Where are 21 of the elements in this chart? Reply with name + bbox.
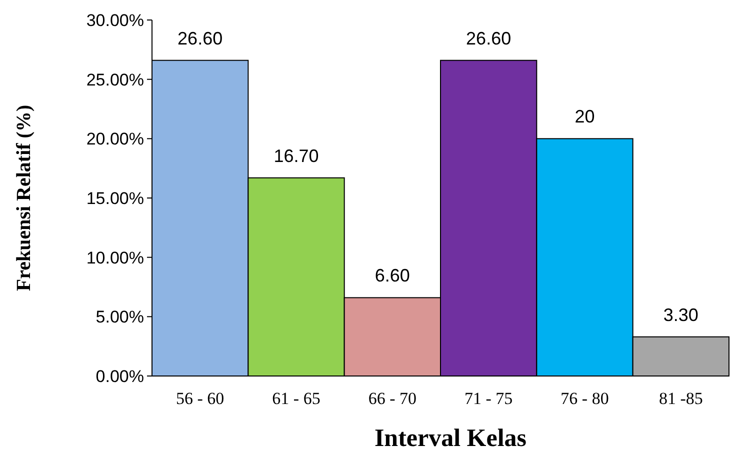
x-tick-label: 81 -85 <box>658 389 703 408</box>
data-label: 26.60 <box>178 28 223 48</box>
y-tick-label: 5.00% <box>96 308 144 327</box>
x-tick-label: 66 - 70 <box>368 389 417 408</box>
y-tick-label: 25.00% <box>86 70 144 90</box>
x-tick-label: 71 - 75 <box>464 389 513 408</box>
x-tick-label: 61 - 65 <box>272 389 320 408</box>
y-axis-title: Frekuensi Relatif (%) <box>13 104 35 292</box>
data-label: 16.70 <box>274 146 319 166</box>
y-tick-label: 30.00% <box>86 10 144 30</box>
y-tick-label: 20.00% <box>86 130 144 149</box>
data-label: 3.30 <box>663 304 698 325</box>
data-label: 26.60 <box>466 28 512 48</box>
data-label: 20 <box>574 106 595 127</box>
x-tick-label: 56 - 60 <box>176 389 224 408</box>
data-label: 6.60 <box>374 266 410 286</box>
y-tick-label: 10.00% <box>86 248 144 268</box>
y-tick-label: 0.00% <box>96 366 144 386</box>
x-tick-label: 76 - 80 <box>560 389 609 408</box>
y-tick-label: 15.00% <box>86 188 144 208</box>
x-axis-title: Interval Kelas <box>374 425 527 452</box>
